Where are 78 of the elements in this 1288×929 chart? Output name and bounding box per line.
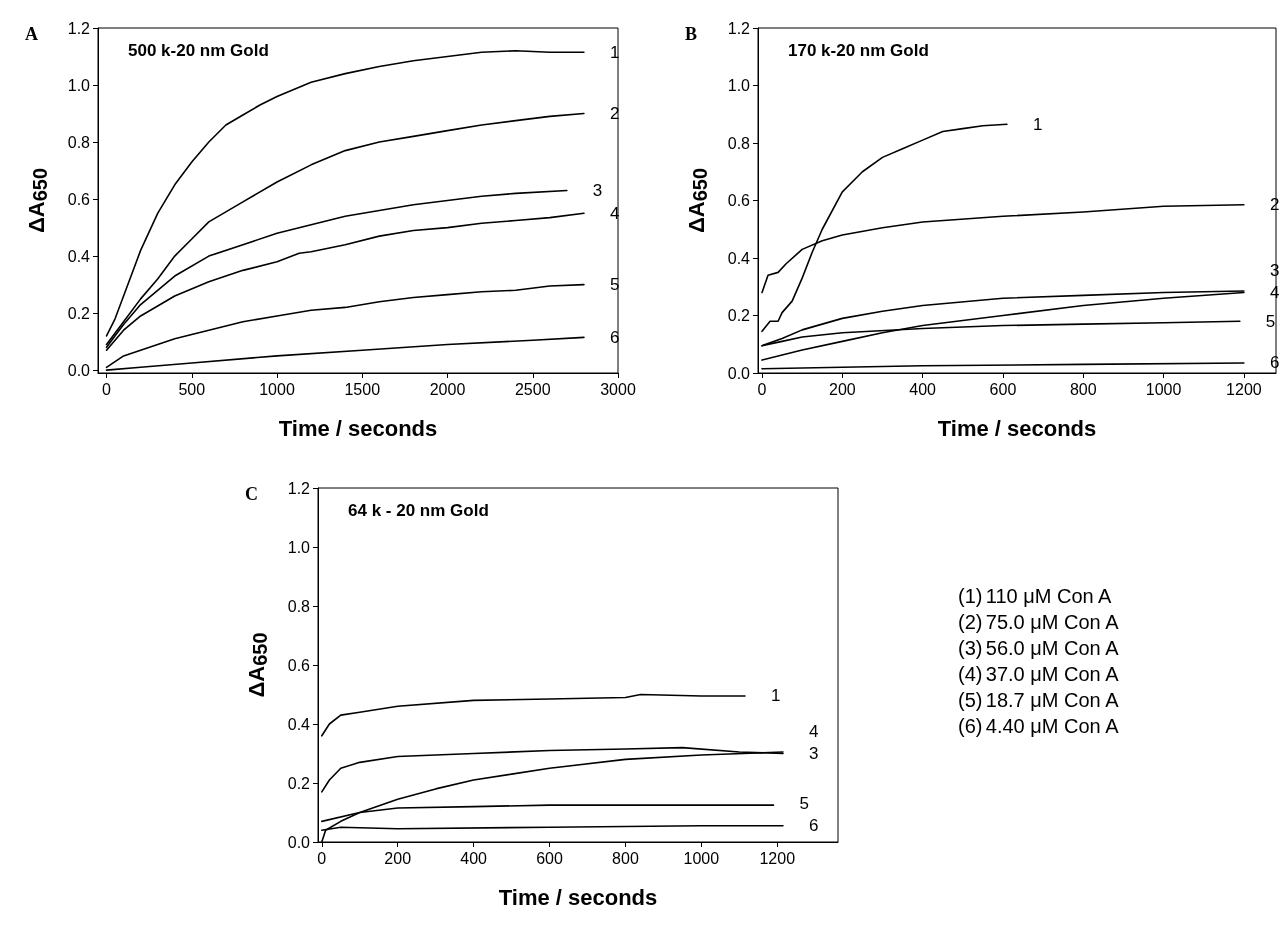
x-tick-label: 1000 <box>259 380 295 398</box>
series-label: 4 <box>609 203 620 223</box>
x-tick-label: 400 <box>909 380 937 398</box>
y-tick-label: 1.2 <box>287 479 311 497</box>
y-axis-title: ΔA650 <box>243 632 271 698</box>
y-tick-label: 1.0 <box>727 77 751 94</box>
text: (5) 18.7 μM Con A <box>958 688 1120 713</box>
y-tick-label: 1.2 <box>727 19 751 37</box>
y-tick-label: 0.8 <box>67 133 91 151</box>
x-tick-label: 600 <box>536 849 563 867</box>
text: (3) 56.0 μM Con A <box>958 636 1120 661</box>
y-tick-label: 0.6 <box>287 656 311 674</box>
x-tick-label: 200 <box>384 849 412 867</box>
y-tick-label: 0.0 <box>727 364 751 382</box>
text: 500 k-20 nm Gold <box>128 41 269 60</box>
y-tick-label: 0.0 <box>287 833 311 851</box>
x-tick-label: 1000 <box>683 849 720 867</box>
x-tick-label: 1500 <box>344 380 381 398</box>
x-tick-label: 0 <box>102 380 112 398</box>
x-tick-label: 200 <box>828 380 856 398</box>
text: (2) 75.0 μM Con A <box>958 610 1120 635</box>
x-tick-label: 600 <box>989 380 1017 398</box>
x-tick-label: 800 <box>1069 380 1097 398</box>
x-axis-title: Time / seconds <box>498 884 658 910</box>
text: 170 k-20 nm Gold <box>788 41 929 60</box>
x-tick-label: 0 <box>757 380 767 398</box>
series-label: 3 <box>592 181 603 201</box>
x-tick-label: 0 <box>317 849 327 867</box>
series-label: 2 <box>1269 195 1280 215</box>
series-label: 5 <box>609 275 620 295</box>
y-tick-label: 1.0 <box>287 538 311 556</box>
x-tick-label: 2500 <box>514 380 551 398</box>
series-label: 1 <box>771 686 781 706</box>
y-tick-label: 0.8 <box>727 134 751 152</box>
x-tick-label: 400 <box>460 849 488 867</box>
text: (1) 110 μM Con A <box>958 584 1113 609</box>
series-label: 4 <box>1269 283 1280 302</box>
y-tick-label: 0.2 <box>67 304 91 322</box>
y-tick-label: 0.8 <box>287 597 311 615</box>
series-label: 4 <box>808 721 819 741</box>
series-label: 3 <box>1269 261 1280 281</box>
y-tick-label: 0.0 <box>67 361 91 379</box>
x-tick-label: 1200 <box>1226 380 1262 398</box>
chart-title: A <box>25 24 38 44</box>
y-tick-label: 0.6 <box>67 190 91 208</box>
x-tick-label: 500 <box>178 380 206 398</box>
x-tick-label: 2000 <box>429 380 466 398</box>
y-tick-label: 0.4 <box>287 715 311 733</box>
text: 64 k - 20 nm Gold <box>348 501 489 520</box>
y-tick-label: 0.4 <box>67 247 91 265</box>
chart-title: B <box>685 24 698 44</box>
series-label: 6 <box>609 327 620 347</box>
chart-title: C <box>245 484 258 504</box>
series-label: 6 <box>808 816 819 836</box>
x-tick-label: 1000 <box>1145 380 1182 398</box>
y-tick-label: 0.6 <box>727 192 751 209</box>
y-tick-label: 1.2 <box>67 19 91 37</box>
y-axis-title: ΔA650 <box>683 167 711 234</box>
series-label: 3 <box>808 744 819 763</box>
y-tick-label: 0.2 <box>287 774 311 792</box>
series-label: 1 <box>1032 114 1043 134</box>
x-tick-label: 1200 <box>759 849 796 867</box>
y-tick-label: 0.4 <box>727 249 751 267</box>
text: (6) 4.40 μM Con A <box>958 714 1120 739</box>
line-series <box>321 693 746 737</box>
y-axis-title: ΔA650 <box>23 167 51 234</box>
y-tick-label: 1.0 <box>67 76 91 94</box>
series-label: 5 <box>799 794 809 814</box>
x-tick-label: 800 <box>612 849 639 867</box>
series-label: 6 <box>1269 353 1280 373</box>
x-tick-label: 3000 <box>600 380 636 398</box>
x-axis-title: Time / seconds <box>937 415 1097 441</box>
series-label: 1 <box>609 42 620 62</box>
series-label: 2 <box>609 104 620 124</box>
y-tick-label: 0.2 <box>727 307 751 324</box>
series-label: 5 <box>1265 311 1276 331</box>
x-axis-title: Time / seconds <box>278 415 438 441</box>
text: (4) 37.0 μM Con A <box>958 662 1120 687</box>
